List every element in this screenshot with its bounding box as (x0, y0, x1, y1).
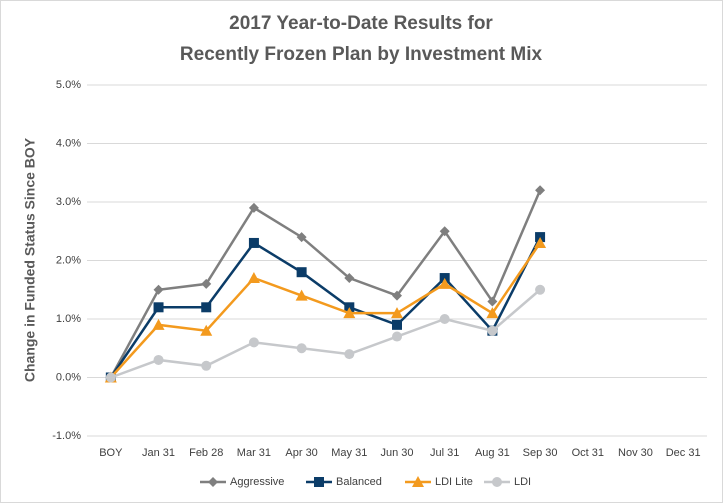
data-point (438, 277, 451, 289)
data-point (392, 331, 402, 342)
legend-marker (314, 477, 324, 487)
data-point (534, 236, 547, 248)
series-line (109, 189, 542, 379)
data-point (248, 337, 259, 348)
data-point (391, 307, 403, 319)
data-point (201, 278, 212, 289)
data-point (344, 273, 355, 284)
data-point (439, 226, 450, 237)
data-point (248, 237, 259, 248)
y-tick-label: 3.0% (56, 196, 81, 208)
x-tick-label: Jan 31 (142, 447, 175, 459)
data-point (248, 202, 259, 213)
data-point (105, 372, 116, 383)
x-tick-label: Jun 30 (380, 447, 413, 459)
y-tick-label: 0.0% (56, 371, 81, 383)
x-tick-label: Oct 31 (572, 447, 604, 459)
data-point (392, 319, 402, 330)
legend-marker (412, 476, 424, 487)
data-point (296, 232, 307, 243)
data-point (535, 284, 546, 295)
y-tick-label: -1.0% (52, 430, 81, 442)
legend-label: LDI (514, 476, 531, 488)
series-line (109, 242, 542, 379)
x-tick-label: Mar 31 (237, 447, 271, 459)
x-tick-label: Sep 30 (523, 447, 558, 459)
y-tick-label: 5.0% (56, 79, 81, 91)
chart-title: 2017 Year-to-Date Results for (229, 13, 493, 34)
data-point (392, 290, 402, 301)
y-tick-label: 2.0% (56, 254, 81, 266)
legend-marker (208, 477, 218, 487)
data-point (153, 302, 164, 313)
x-tick-label: Dec 31 (666, 447, 701, 459)
data-point (200, 324, 213, 336)
data-point (247, 272, 260, 284)
data-point (535, 185, 546, 196)
data-point (439, 314, 450, 324)
data-point (486, 307, 499, 319)
data-point (343, 307, 356, 319)
x-tick-label: Jul 31 (430, 447, 459, 459)
data-point (296, 267, 307, 278)
x-tick-label: BOY (99, 447, 123, 459)
data-point (296, 343, 307, 354)
data-point (152, 318, 165, 330)
legend-label: Balanced (336, 476, 382, 488)
data-point (201, 360, 212, 371)
legend-marker (492, 477, 502, 487)
series-line (110, 288, 541, 379)
data-point (344, 349, 355, 360)
x-tick-label: May 31 (331, 447, 367, 459)
data-point (487, 296, 498, 307)
data-point (487, 325, 498, 336)
data-point (201, 302, 212, 313)
data-point (153, 354, 164, 365)
x-tick-label: Nov 30 (618, 447, 653, 459)
x-tick-label: Apr 30 (285, 447, 317, 459)
y-axis-label: Change in Funded Status Since BOY (22, 137, 38, 382)
chart-title: Recently Frozen Plan by Investment Mix (180, 44, 543, 65)
series-line (109, 236, 542, 379)
data-point (153, 284, 164, 295)
data-point (295, 289, 308, 301)
legend-label: Aggressive (230, 476, 284, 488)
y-tick-label: 1.0% (56, 313, 81, 325)
y-tick-label: 4.0% (56, 137, 81, 149)
x-tick-label: Aug 31 (475, 447, 510, 459)
legend-label: LDI Lite (435, 476, 473, 488)
x-tick-label: Feb 28 (189, 447, 223, 459)
